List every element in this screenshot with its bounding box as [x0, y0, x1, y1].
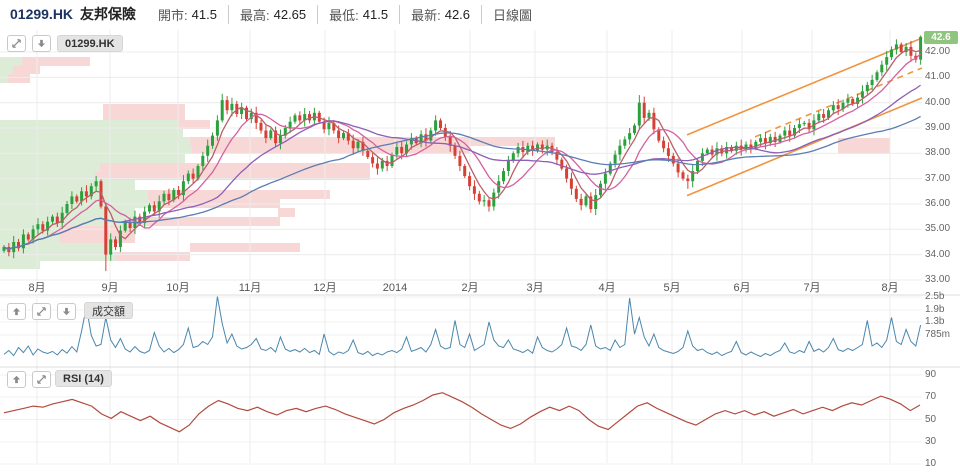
month-tick-label: 8月 — [28, 282, 46, 294]
month-tick-label: 2014 — [382, 282, 408, 294]
rsi-tick-label: 90 — [925, 369, 937, 380]
price-tick-label: 34.00 — [925, 248, 951, 260]
volume-tick-label: 1.9b — [925, 304, 945, 315]
symbol-name-group: 01299.HK 友邦保險 — [0, 4, 147, 24]
open-label: 開市: — [158, 7, 188, 23]
low-group: 最低: 41.5 — [317, 4, 399, 24]
month-tick-label: 4月 — [598, 282, 616, 294]
rsi-tick-label: 50 — [925, 413, 937, 425]
month-tick-label: 5月 — [663, 282, 681, 294]
expand-icon — [36, 306, 47, 317]
expand-icon — [36, 374, 47, 385]
volume-tick-label: 785m — [925, 329, 951, 340]
last-label: 最新: — [411, 7, 441, 23]
rsi-move-up-button[interactable] — [7, 371, 26, 388]
price-tick-label: 36.00 — [925, 197, 951, 209]
period-label: 日線圖 — [493, 7, 533, 23]
month-tick-label: 10月 — [166, 282, 190, 294]
price-tick-label: 35.00 — [925, 223, 951, 235]
open-group: 開市: 41.5 — [147, 5, 228, 24]
rsi-line — [3, 392, 921, 433]
volume-tick-label: 2.5b — [925, 291, 945, 302]
expand-icon — [11, 38, 22, 49]
arrow-down-icon — [37, 39, 46, 48]
rsi-tick-label: 10 — [925, 458, 937, 469]
low-label: 最低: — [329, 7, 359, 23]
quote-header: 01299.HK 友邦保險 開市: 41.5 最高: 42.65 最低: 41.… — [0, 0, 960, 28]
arrow-up-icon — [12, 375, 21, 384]
month-tick-label: 3月 — [526, 282, 544, 294]
high-value: 42.65 — [273, 6, 307, 22]
rsi-indicator-chip[interactable]: RSI (14) — [55, 370, 112, 387]
month-tick-label: 2月 — [461, 282, 479, 294]
rsi-resize-button[interactable] — [32, 371, 51, 388]
price-tick-label: 40.00 — [925, 96, 951, 108]
rsi-tick-label: 70 — [925, 391, 937, 402]
main-move-down-button[interactable] — [32, 35, 51, 52]
rsi-tick-label: 30 — [925, 436, 937, 447]
period-group: 日線圖 — [481, 4, 543, 24]
ma-lines — [3, 49, 922, 251]
month-tick-label: 11月 — [238, 282, 262, 294]
stock-symbol: 01299.HK — [10, 6, 74, 22]
volume-move-down-button[interactable] — [57, 303, 76, 320]
arrow-down-icon — [62, 307, 71, 316]
volume-resize-button[interactable] — [32, 303, 51, 320]
volume-line — [3, 296, 922, 358]
price-tick-label: 33.00 — [925, 273, 951, 285]
price-tick-label: 42.00 — [925, 46, 951, 57]
month-tick-label: 9月 — [101, 282, 119, 294]
grid-layer — [0, 30, 960, 465]
month-tick-label: 12月 — [313, 282, 337, 294]
price-tick-label: 41.00 — [925, 71, 951, 83]
price-tick-label: 37.00 — [925, 172, 951, 184]
open-value: 41.5 — [191, 6, 217, 22]
main-symbol-chip[interactable]: 01299.HK — [57, 35, 123, 52]
last-group: 最新: 42.6 — [399, 4, 481, 24]
volume-indicator-chip[interactable]: 成交額 — [84, 302, 133, 319]
volume-move-up-button[interactable] — [7, 303, 26, 320]
volume-tick-label: 1.3b — [925, 316, 945, 327]
month-tick-label: 7月 — [803, 282, 821, 294]
price-tick-label: 39.00 — [925, 121, 951, 133]
last-value: 42.6 — [444, 6, 471, 22]
price-tick-label: 38.00 — [925, 147, 951, 159]
current-price-badge: 42.6 — [924, 31, 958, 44]
high-group: 最高: 42.65 — [227, 4, 317, 24]
main-resize-button[interactable] — [7, 35, 26, 52]
low-value: 41.5 — [362, 6, 389, 22]
high-label: 最高: — [239, 7, 270, 23]
volume-profile-layer — [0, 57, 890, 269]
month-tick-label: 6月 — [733, 282, 751, 294]
stock-name: 友邦保險 — [80, 6, 137, 22]
month-tick-label: 8月 — [881, 282, 899, 294]
arrow-up-icon — [12, 307, 21, 316]
